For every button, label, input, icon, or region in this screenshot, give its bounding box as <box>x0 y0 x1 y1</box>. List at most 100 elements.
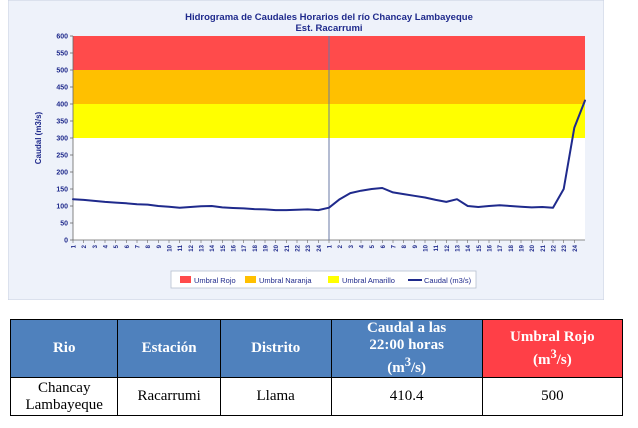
header-rio-label: Rio <box>52 340 76 356</box>
x-tick-label-7: 8 <box>146 244 152 248</box>
header-estacion-label: Estación <box>141 340 197 356</box>
x-tick-label-17: 18 <box>253 244 259 251</box>
cell-distrito: Llama <box>219 377 332 416</box>
x-tick-label-37: 14 <box>466 244 472 251</box>
header-rio: Rio <box>9 319 119 378</box>
x-tick-label-11: 12 <box>189 244 195 251</box>
x-tick-label-26: 3 <box>349 244 355 248</box>
hydrograph-chart: Hidrograma de Caudales Horarios del río … <box>8 0 604 300</box>
station-table: Rio Estación Distrito Caudal a las 22:00… <box>9 319 624 416</box>
x-tick-label-3: 4 <box>104 244 110 248</box>
y-tick-label-10: 500 <box>56 68 68 75</box>
cell-rio-line2: Lambayeque <box>25 396 103 413</box>
header-estacion: Estación <box>117 319 221 378</box>
y-axis-label: Caudal (m3/s) <box>34 111 43 164</box>
y-tick-label-9: 450 <box>56 85 68 92</box>
x-tick-label-5: 6 <box>125 244 131 248</box>
chart-svg: Hidrograma de Caudales Horarios del río … <box>8 0 604 300</box>
header-caudal-unit-close: /s) <box>411 360 426 376</box>
x-tick-label-23: 24 <box>317 244 323 251</box>
header-umbral-unit-close: /s) <box>556 351 572 368</box>
x-tick-label-35: 12 <box>445 244 451 251</box>
x-tick-label-19: 20 <box>274 244 280 251</box>
x-tick-label-39: 16 <box>488 244 494 251</box>
y-tick-label-2: 100 <box>56 204 68 211</box>
header-caudal-line1: Caudal a las <box>367 320 447 336</box>
cell-rio-line1: Chancay <box>37 379 91 396</box>
x-tick-label-12: 13 <box>200 244 206 251</box>
legend-swatch-2 <box>245 276 256 283</box>
y-tick-label-4: 200 <box>56 170 68 177</box>
x-tick-label-38: 15 <box>477 244 483 251</box>
x-tick-label-30: 7 <box>392 244 398 248</box>
y-tick-label-12: 600 <box>56 34 68 41</box>
x-tick-label-22: 23 <box>306 244 312 251</box>
x-tick-label-46: 23 <box>562 244 568 251</box>
y-tick-label-3: 150 <box>56 187 68 194</box>
legend-label-3: Umbral Amarillo <box>342 276 395 285</box>
x-tick-label-14: 15 <box>221 244 227 251</box>
legend-label-1: Umbral Rojo <box>194 276 236 285</box>
y-tick-label-8: 400 <box>56 102 68 109</box>
header-umbral-unit: (m <box>532 351 551 368</box>
x-tick-label-27: 4 <box>360 244 366 248</box>
x-tick-label-44: 21 <box>541 244 547 251</box>
header-caudal-unit-exp: 3 <box>404 355 411 369</box>
x-tick-label-21: 22 <box>296 244 302 251</box>
x-tick-label-13: 14 <box>210 244 216 251</box>
x-tick-label-45: 22 <box>552 244 558 251</box>
x-tick-label-36: 13 <box>456 244 462 251</box>
legend-swatch-3 <box>328 276 339 283</box>
x-tick-label-20: 21 <box>285 244 291 251</box>
y-tick-label-11: 550 <box>56 51 68 58</box>
x-tick-label-25: 2 <box>338 244 344 248</box>
x-tick-label-2: 3 <box>93 244 99 248</box>
x-tick-label-31: 8 <box>402 244 408 248</box>
y-tick-label-6: 300 <box>56 136 68 143</box>
cell-caudal: 410.4 <box>330 377 483 416</box>
x-tick-label-4: 5 <box>114 244 120 248</box>
cell-estacion: Racarrumi <box>117 377 221 416</box>
y-tick-label-5: 250 <box>56 153 68 160</box>
table-row: Chancay Lambayeque Racarrumi Llama 410.4 … <box>9 377 624 416</box>
header-caudal-line2: 22:00 horas <box>369 337 444 353</box>
legend-label-2: Umbral Naranja <box>259 276 312 285</box>
y-tick-label-7: 350 <box>56 119 68 126</box>
x-tick-label-34: 11 <box>434 244 440 251</box>
x-tick-label-43: 20 <box>530 244 536 251</box>
table-header-row: Rio Estación Distrito Caudal a las 22:00… <box>9 319 624 378</box>
y-tick-label-0: 0 <box>64 238 68 245</box>
x-tick-label-10: 11 <box>178 244 184 251</box>
x-tick-label-9: 10 <box>168 244 174 251</box>
legend-label-4: Caudal (m3/s) <box>424 276 472 285</box>
x-tick-label-15: 16 <box>232 244 238 251</box>
x-tick-label-0: 1 <box>72 244 78 248</box>
header-umbral: Umbral Rojo (m3/s) <box>481 319 624 378</box>
legend-swatch-1 <box>180 276 191 283</box>
header-umbral-line1: Umbral Rojo <box>510 328 595 345</box>
x-tick-label-16: 17 <box>242 244 248 251</box>
x-tick-label-8: 9 <box>157 244 163 248</box>
header-umbral-unit-exp: 3 <box>550 346 557 361</box>
cell-rio: Chancay Lambayeque <box>9 377 119 416</box>
cell-umbral: 500 <box>481 377 624 416</box>
x-tick-label-24: 1 <box>328 244 334 248</box>
x-tick-label-1: 2 <box>82 244 88 248</box>
x-tick-label-28: 5 <box>370 244 376 248</box>
x-tick-label-6: 7 <box>136 244 142 248</box>
series-line-caudal <box>72 99 586 212</box>
x-tick-label-33: 10 <box>424 244 430 251</box>
chart-title: Hidrograma de Caudales Horarios del río … <box>185 12 473 23</box>
header-distrito: Distrito <box>219 319 332 378</box>
header-distrito-label: Distrito <box>251 340 301 356</box>
x-tick-label-29: 6 <box>381 244 387 248</box>
legend-box <box>170 270 477 289</box>
header-caudal-unit: (m <box>387 360 405 376</box>
x-tick-label-41: 18 <box>509 244 515 251</box>
chart-subtitle: Est. Racarrumi <box>295 23 362 34</box>
header-caudal: Caudal a las 22:00 horas (m3/s) <box>330 319 483 378</box>
x-tick-label-40: 17 <box>498 244 504 251</box>
y-tick-label-1: 50 <box>60 221 68 228</box>
x-tick-label-47: 24 <box>573 244 579 251</box>
x-tick-label-18: 19 <box>264 244 270 251</box>
